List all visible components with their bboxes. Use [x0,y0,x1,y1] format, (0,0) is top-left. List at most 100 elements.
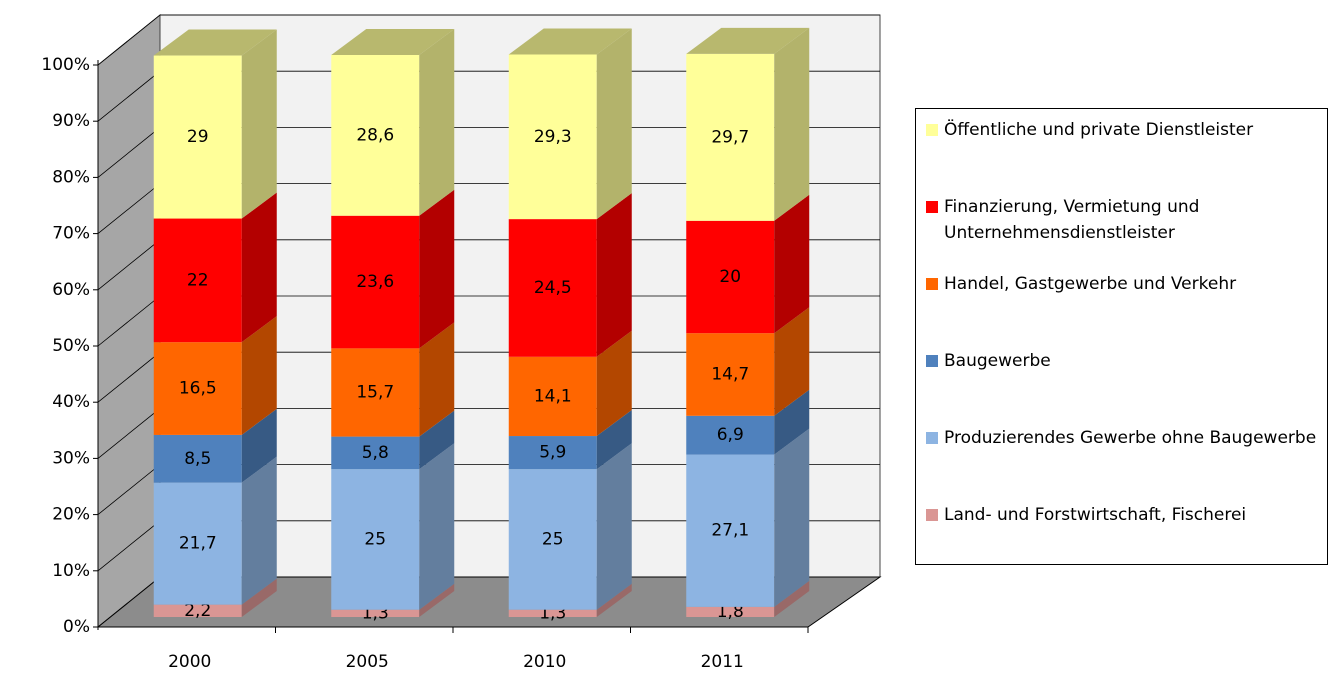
data-label: 14,7 [711,364,749,384]
bar-segment [508,469,597,610]
bar-side [774,389,810,455]
bar-segment [686,333,775,416]
bar-segment [153,482,242,605]
bar-segment [508,436,597,470]
data-label: 24,5 [534,278,572,298]
data-label: 20 [719,267,741,287]
y-tick-label: 70% [52,224,90,244]
bar-segment [153,434,242,483]
legend: Öffentliche und private Dienstleister Fin… [915,108,1328,565]
bar-segment [331,436,420,470]
legend-label: Öffentliche und private Dienstleister [944,120,1254,140]
y-tick-label: 50% [52,336,90,356]
data-label: 29,3 [534,127,572,147]
data-label: 25 [364,529,386,549]
bar-top [686,27,810,54]
data-label: 15,7 [356,382,394,402]
legend-swatch [926,509,938,521]
y-tick-label: 0% [63,617,90,637]
legend-entry: Land- und Forstwirtschaft, Fischerei [924,502,1319,528]
bar-segment [153,342,242,435]
bar-segment [508,219,597,357]
bar-segment [686,415,775,455]
bar-segment [508,609,597,617]
bar-side [241,192,277,343]
bar-side [241,578,277,617]
x-tick-label: 2010 [523,652,566,672]
legend-swatch [926,278,938,290]
bar-segment [153,218,242,343]
x-tick-label: 2000 [168,652,211,672]
data-label: 22 [187,270,209,290]
data-label: 5,8 [362,443,389,463]
bar-side [419,29,455,216]
bar-side [419,410,455,470]
bar-side [419,443,455,610]
bar-segment [153,604,242,617]
bar-side [596,193,632,357]
bar-side [774,307,810,416]
bar-side [419,189,455,349]
y-tick-label: 10% [52,561,90,581]
legend-swatch [926,124,938,136]
data-label: 25 [542,529,564,549]
y-tick-label: 30% [52,448,90,468]
y-tick-label: 90% [52,111,90,131]
data-label: 28,6 [356,125,394,145]
bar-segment [686,606,775,617]
bar-top [508,28,632,55]
bar-side [596,410,632,470]
bar-segment [508,356,597,437]
grid-line [97,14,880,66]
legend-entry: Finanzierung, Vermietung und Unternehmen… [924,194,1319,246]
bar-segment [508,54,597,220]
legend-entry: Öffentliche und private Dienstleister [924,117,1319,143]
y-tick-label: 100% [41,55,90,75]
bar-top [153,29,277,56]
data-label: 8,5 [184,449,211,469]
bar-segment [153,55,242,219]
bar-side [596,583,632,617]
legend-swatch [926,201,938,213]
data-label: 6,9 [717,425,744,445]
legend-entry: Produzierendes Gewerbe ohne Baugewerbe [924,425,1319,451]
y-tick-label: 40% [52,392,90,412]
data-label: 21,7 [179,534,217,554]
bar-top [331,29,455,55]
data-label: 16,5 [179,379,217,399]
bar-side [596,330,632,437]
legend-swatch [926,432,938,444]
legend-label: Land- und Forstwirtschaft, Fischerei [944,505,1247,525]
y-tick-label: 80% [52,167,90,187]
bar-side [596,443,632,610]
data-label: 29,7 [711,127,749,147]
y-tick-label: 20% [52,505,90,525]
bar-segment [331,469,420,610]
bar-segment [331,609,420,617]
bar-side [419,583,455,617]
bar-segment [686,454,775,607]
bar-side [241,29,277,219]
bar-side [241,408,277,483]
x-tick-label: 2005 [346,652,389,672]
y-tick-label: 60% [52,280,90,300]
bar-segment [331,215,420,349]
legend-entry: Baugewerbe [924,348,1319,374]
data-label: 5,9 [539,443,566,463]
bar-segment [331,348,420,437]
bar-segment [686,53,775,221]
data-label: 23,6 [356,272,394,292]
bar-side [774,194,810,334]
bar-segment [686,220,775,334]
legend-swatch [926,355,938,367]
data-label: 27,1 [711,521,749,541]
bar-side [774,580,810,617]
bar-side [241,316,277,435]
x-tick-label: 2011 [701,652,744,672]
legend-label: Handel, Gastgewerbe und Verkehr [944,274,1237,294]
bar-side [419,322,455,437]
bar-side [596,28,632,220]
data-label: 1,8 [717,602,744,622]
